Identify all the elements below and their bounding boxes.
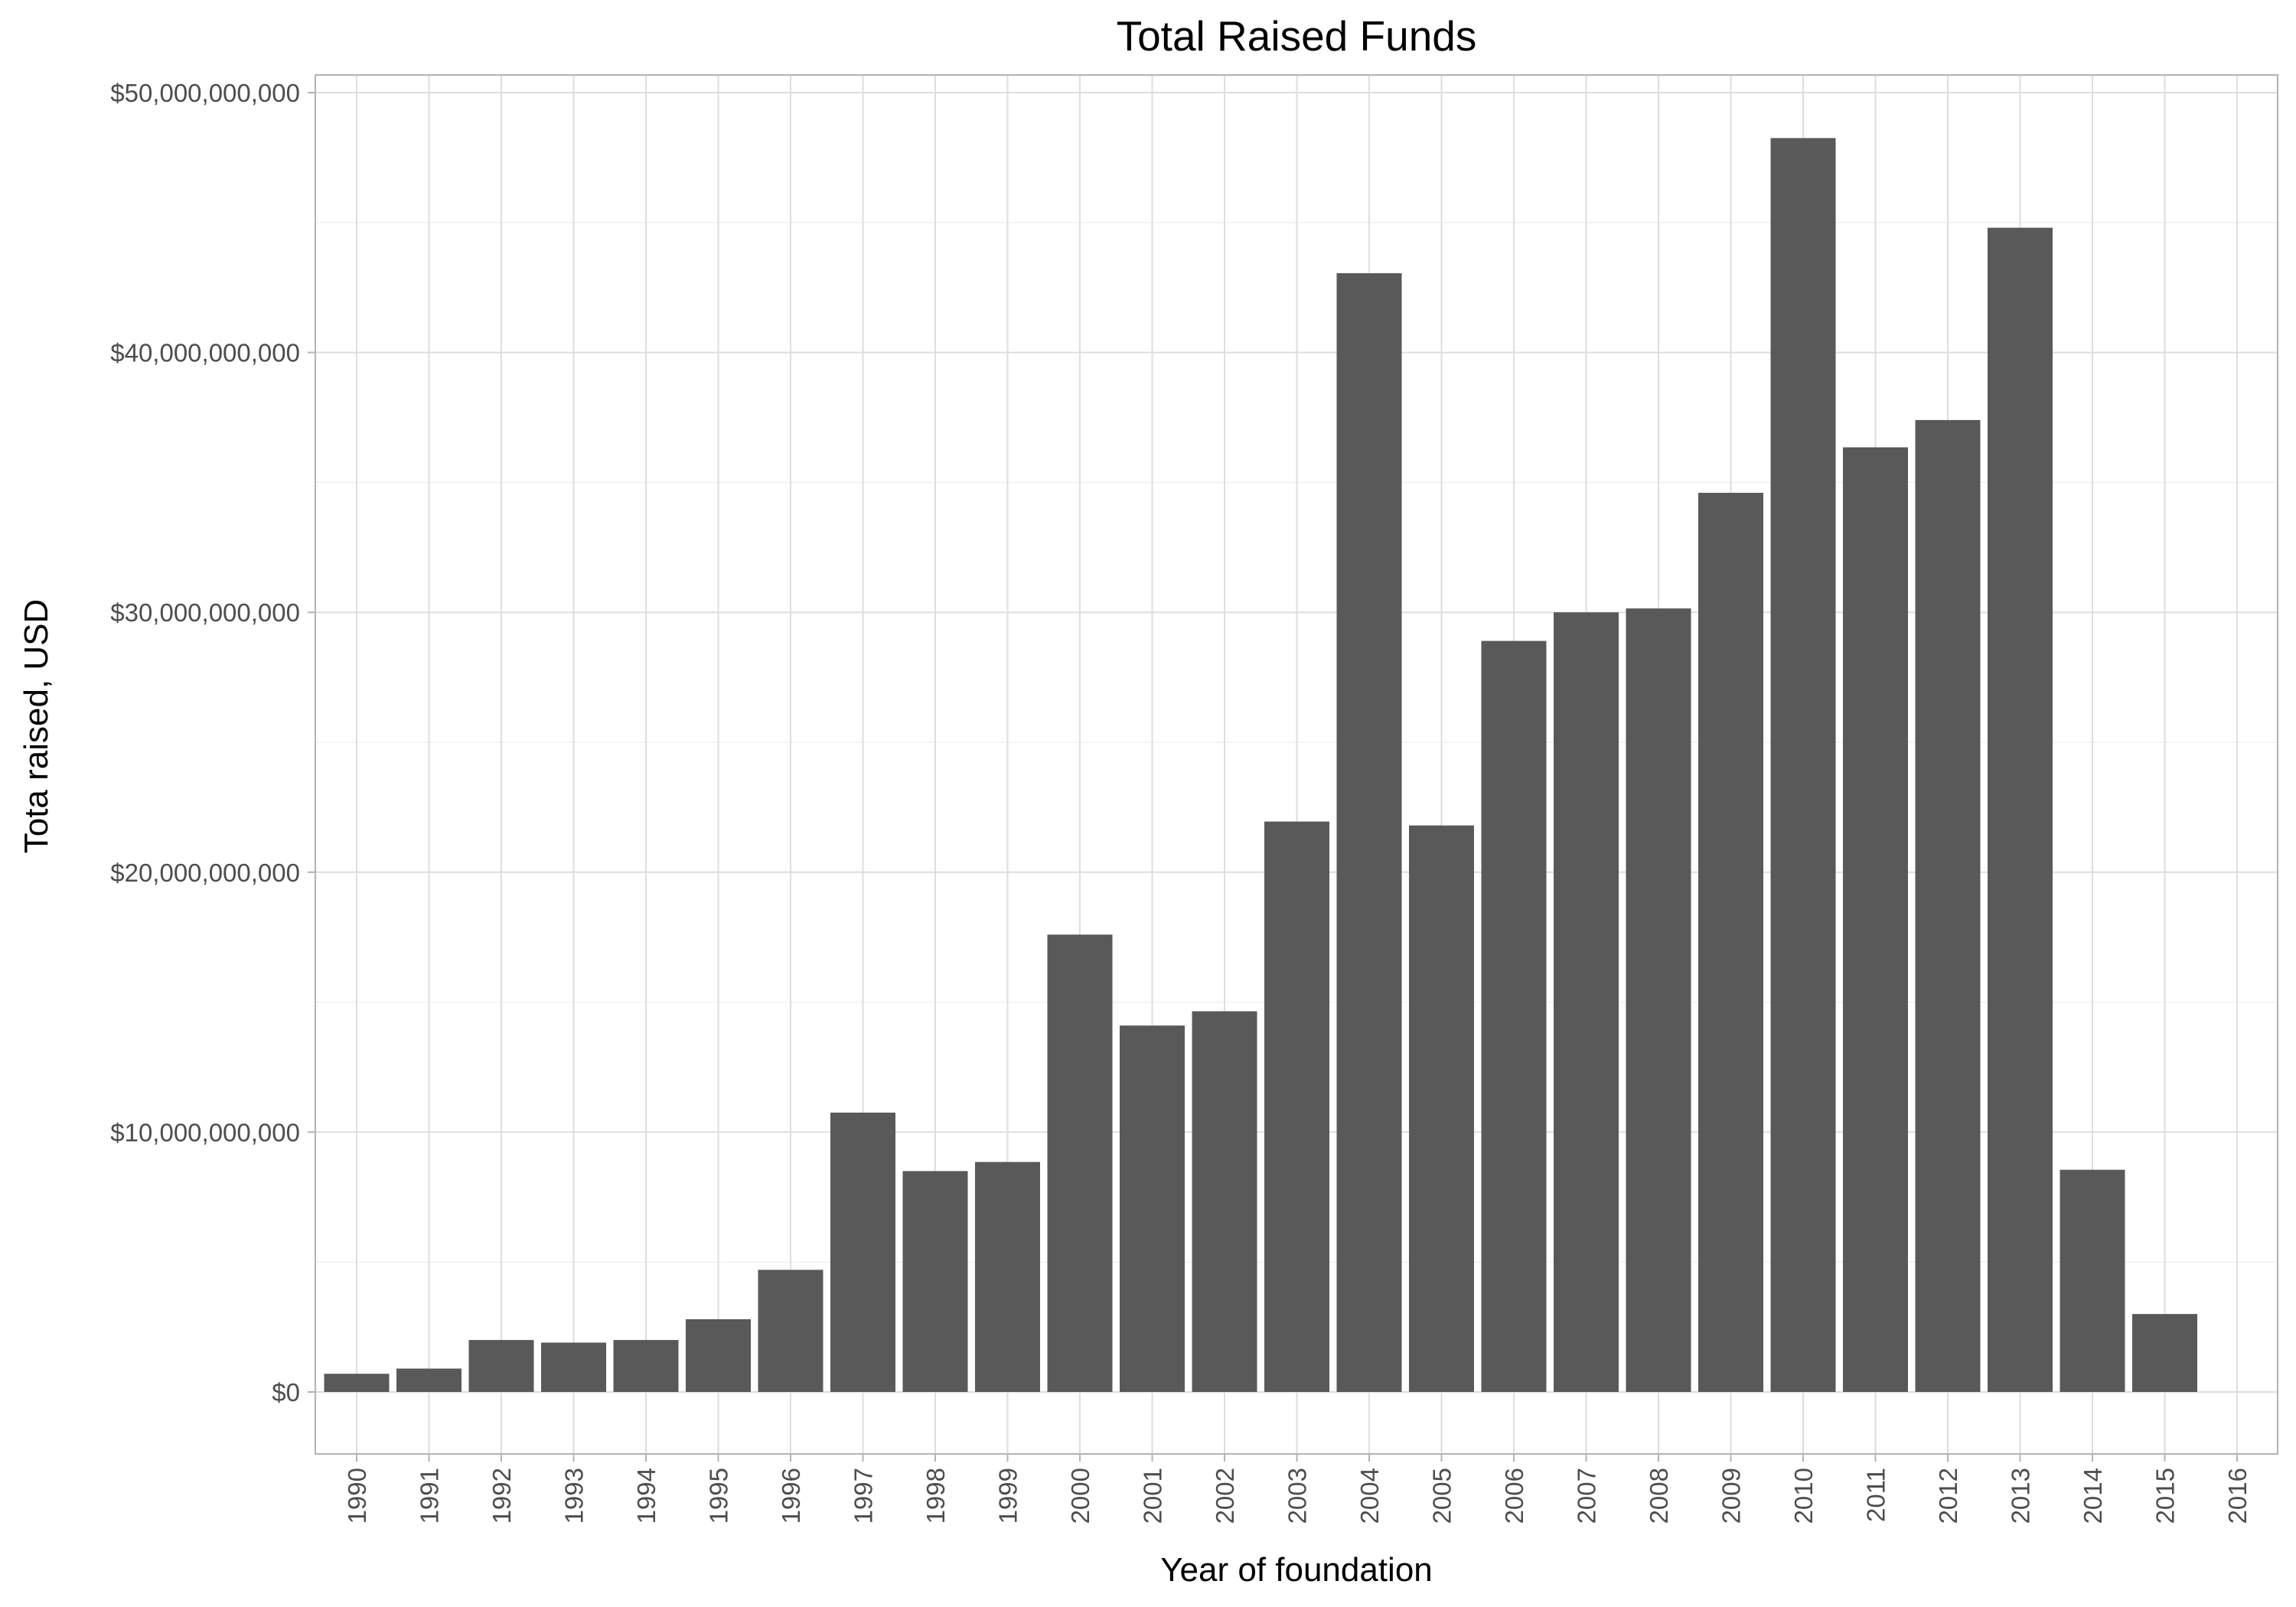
- chart-title: Total Raised Funds: [1117, 12, 1477, 60]
- bar-1991: [396, 1368, 461, 1392]
- bar-2010: [1770, 138, 1836, 1393]
- x-tick-label: 2001: [1139, 1468, 1167, 1524]
- x-tick-label: 1998: [921, 1468, 950, 1524]
- y-tick-label: $10,000,000,000: [110, 1118, 300, 1146]
- x-tick-label: 1992: [488, 1468, 516, 1524]
- bar-2003: [1264, 821, 1329, 1392]
- y-axis-ticks: $0 $10,000,000,000 $20,000,000,000 $30,000,…: [110, 79, 315, 1407]
- bar-2011: [1843, 447, 1908, 1393]
- y-axis-title: Tota raised, USD: [18, 599, 55, 854]
- x-tick-label: 2015: [2151, 1468, 2180, 1524]
- y-tick-label: $30,000,000,000: [110, 598, 300, 627]
- bar-2000: [1047, 934, 1113, 1392]
- x-tick-label: 2008: [1645, 1468, 1673, 1524]
- x-tick-label: 2011: [1862, 1468, 1890, 1522]
- x-tick-label: 1997: [850, 1468, 878, 1524]
- x-tick-label: 1995: [705, 1468, 733, 1524]
- bar-2006: [1481, 641, 1547, 1392]
- bar-2001: [1120, 1025, 1185, 1392]
- y-tick-label: $0: [272, 1378, 300, 1407]
- bar-1996: [758, 1270, 823, 1392]
- bar-2013: [1988, 227, 2053, 1392]
- x-tick-label: 1993: [560, 1468, 589, 1524]
- x-tick-label: 2002: [1211, 1468, 1239, 1524]
- x-tick-label: 2004: [1355, 1468, 1384, 1524]
- bar-1995: [686, 1319, 751, 1392]
- x-tick-label: 2014: [2079, 1468, 2107, 1524]
- bar-2015: [2132, 1314, 2197, 1392]
- x-tick-label: 2000: [1066, 1468, 1094, 1524]
- x-tick-label: 1990: [343, 1468, 371, 1524]
- bar-2012: [1915, 419, 1981, 1392]
- bar-2005: [1409, 825, 1474, 1392]
- x-tick-label: 2005: [1428, 1468, 1456, 1524]
- bar-1993: [541, 1342, 606, 1392]
- x-tick-label: 1996: [777, 1468, 805, 1524]
- y-tick-label: $50,000,000,000: [110, 79, 300, 107]
- x-tick-label: 2012: [1934, 1468, 1962, 1524]
- x-tick-label: 2006: [1500, 1468, 1528, 1524]
- bar-2014: [2060, 1169, 2125, 1392]
- x-tick-label: 2007: [1573, 1468, 1601, 1524]
- bar-2008: [1626, 608, 1691, 1392]
- bar-2007: [1554, 612, 1619, 1392]
- bar-1994: [613, 1340, 679, 1392]
- x-tick-label: 2016: [2223, 1468, 2252, 1524]
- bar-1999: [975, 1162, 1040, 1392]
- x-tick-label: 1994: [632, 1468, 660, 1524]
- bar-2004: [1336, 273, 1402, 1393]
- x-axis-ticks: 1990 1991 1992 1993 1994 1995 1996 1997 1998 1999…: [343, 1454, 2252, 1524]
- x-tick-label: 1999: [994, 1468, 1022, 1524]
- bar-1997: [830, 1112, 895, 1392]
- x-tick-label: 2010: [1789, 1468, 1818, 1524]
- y-tick-label: $40,000,000,000: [110, 339, 300, 367]
- x-tick-label: 2013: [2007, 1468, 2035, 1524]
- bar-2002: [1192, 1011, 1257, 1392]
- x-tick-label: 2003: [1283, 1468, 1312, 1524]
- bar-1990: [324, 1374, 390, 1392]
- x-tick-label: 2009: [1717, 1468, 1746, 1524]
- bar-2009: [1698, 492, 1763, 1392]
- y-tick-label: $20,000,000,000: [110, 859, 300, 887]
- bars: [324, 138, 2197, 1393]
- x-axis-title: Year of foundation: [1160, 1551, 1433, 1589]
- x-tick-label: 1991: [416, 1468, 444, 1524]
- bar-1998: [902, 1171, 968, 1392]
- bar-1992: [468, 1340, 534, 1392]
